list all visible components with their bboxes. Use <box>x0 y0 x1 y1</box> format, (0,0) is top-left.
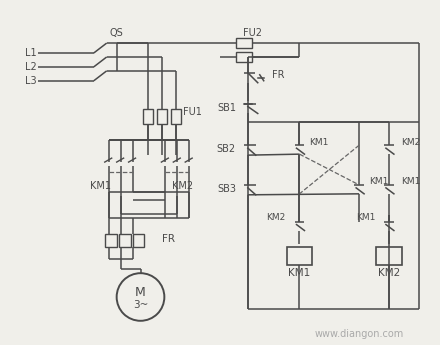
Bar <box>376 247 402 265</box>
Bar <box>236 52 252 62</box>
Text: FU2: FU2 <box>243 28 262 38</box>
Text: QS: QS <box>110 28 124 38</box>
Text: L3: L3 <box>26 76 37 86</box>
Circle shape <box>117 273 165 321</box>
Text: SB2: SB2 <box>217 144 236 154</box>
Text: KM2: KM2 <box>401 138 420 147</box>
Text: L2: L2 <box>26 62 37 72</box>
Text: L1: L1 <box>26 48 37 58</box>
Bar <box>143 109 154 125</box>
Bar <box>236 38 252 48</box>
Bar <box>171 109 181 125</box>
Text: KM2: KM2 <box>266 213 286 222</box>
Text: KM1: KM1 <box>369 177 389 186</box>
Text: SB1: SB1 <box>217 102 236 112</box>
Bar <box>119 234 131 247</box>
Text: KM1: KM1 <box>401 177 420 186</box>
Text: KM1: KM1 <box>309 138 329 147</box>
Text: FR: FR <box>162 235 176 245</box>
Text: www.diangon.com: www.diangon.com <box>315 329 404 339</box>
Text: KM1: KM1 <box>90 181 111 191</box>
Text: KM2: KM2 <box>378 268 400 278</box>
Text: 3~: 3~ <box>133 300 148 310</box>
Bar <box>105 234 117 247</box>
Text: M: M <box>135 286 146 298</box>
Bar <box>286 247 312 265</box>
Text: KM1: KM1 <box>288 268 311 278</box>
Bar <box>158 109 167 125</box>
Text: SB3: SB3 <box>217 184 236 194</box>
Text: KM1: KM1 <box>356 213 375 222</box>
Text: KM2: KM2 <box>172 181 193 191</box>
Text: FU1: FU1 <box>183 108 202 118</box>
Bar <box>132 234 144 247</box>
Text: FR: FR <box>271 70 284 80</box>
